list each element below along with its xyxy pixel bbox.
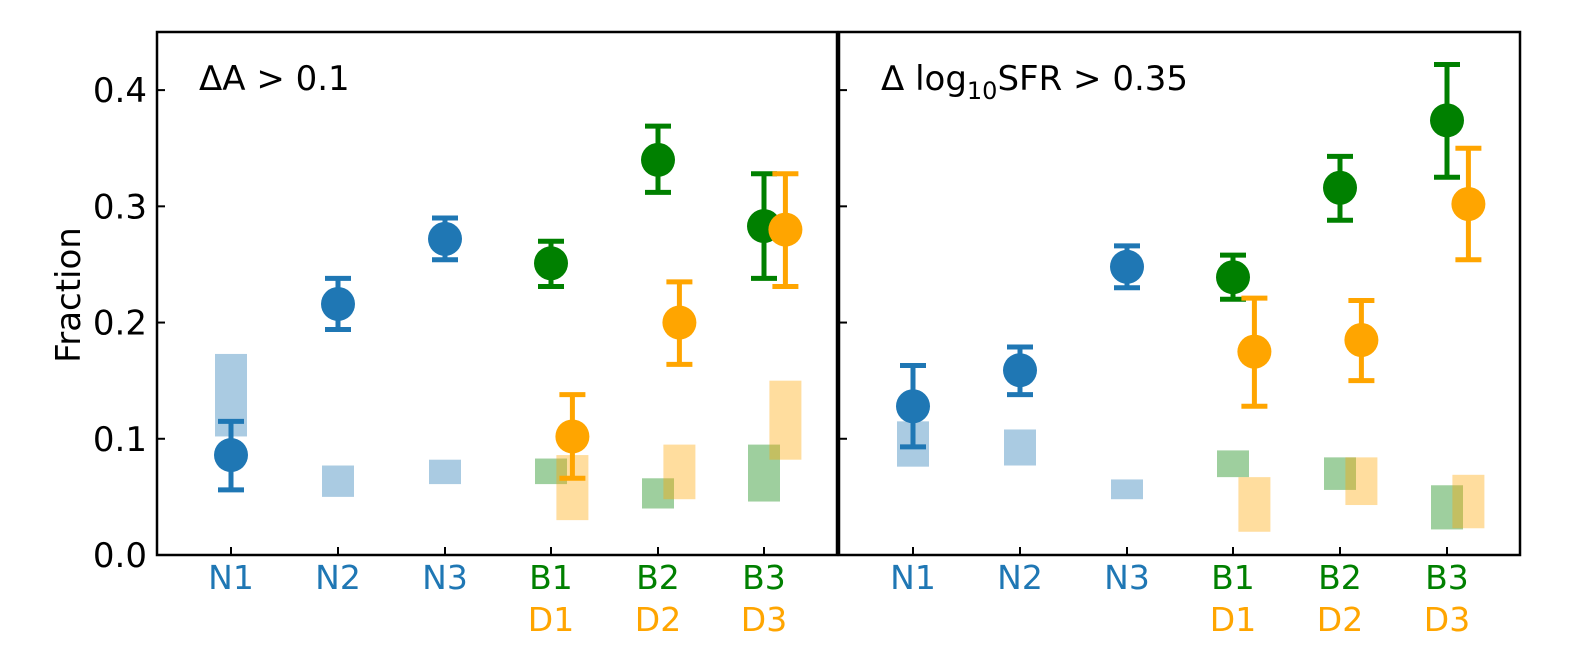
- band-p2-b-5: [1324, 457, 1356, 490]
- category-label-p2-b2: B2: [1318, 558, 1362, 597]
- category-label-p2-b3: B3: [1425, 558, 1469, 597]
- band-p1-d-6: [769, 380, 802, 460]
- point-p1-d-4: [555, 419, 590, 454]
- category-label-p2-d2: D2: [1317, 600, 1363, 639]
- category-label-p1-b2: B2: [636, 558, 680, 597]
- category-label-p1-d2: D2: [635, 600, 681, 639]
- category-label-p1-b1: B1: [529, 558, 573, 597]
- band-p1-n-3: [429, 459, 461, 485]
- category-label-p1-n1: N1: [208, 558, 254, 597]
- point-p2-b-4: [1216, 260, 1250, 295]
- band-p1-n-2: [322, 465, 354, 497]
- point-p2-d-5: [1344, 322, 1379, 357]
- band-p2-d-4: [1238, 477, 1271, 532]
- point-p1-b-5: [641, 142, 675, 177]
- y-tick-label-4: 0.4: [93, 71, 147, 111]
- point-p1-d-6: [768, 212, 803, 247]
- point-p2-b-6: [1430, 103, 1464, 138]
- y-axis-title: Fraction: [49, 227, 89, 363]
- point-p1-d-5: [662, 305, 697, 340]
- axes: [155, 30, 1522, 557]
- band-p1-b-6: [748, 444, 780, 502]
- point-p1-n-3: [428, 221, 462, 256]
- labels: Fraction 0.00.10.20.30.4N1 N2 N3 B1D1B2D2B3…: [49, 59, 1470, 639]
- category-label-p2-b1: B1: [1211, 558, 1255, 597]
- category-label-p1-d3: D3: [741, 600, 787, 639]
- category-label-p2-n3: N3: [1104, 558, 1150, 597]
- category-label-p2-d1: D1: [1210, 600, 1256, 639]
- point-p1-b-4: [534, 246, 568, 281]
- band-p1-b-5: [642, 478, 674, 509]
- panel-1-frame: [155, 30, 839, 557]
- band-p1-d-5: [663, 444, 696, 500]
- y-tick-label-0: 0.0: [93, 536, 147, 576]
- category-label-p1-n3: N3: [422, 558, 468, 597]
- point-p2-b-5: [1323, 170, 1357, 205]
- panel-2-annotation: Δ log10SFR > 0.35: [881, 59, 1188, 105]
- uncertainty-bands: [215, 353, 1485, 532]
- point-p2-d-4: [1237, 334, 1272, 369]
- y-tick-label-2: 0.2: [93, 304, 147, 344]
- category-label-p1-n2: N2: [315, 558, 361, 597]
- band-p2-b-6: [1431, 485, 1463, 530]
- band-p2-n-3: [1111, 479, 1143, 500]
- point-p2-n-3: [1110, 249, 1144, 284]
- point-p2-n-1: [896, 389, 930, 424]
- band-p2-d-6: [1452, 474, 1485, 529]
- category-label-p2-d3: D3: [1424, 600, 1470, 639]
- band-p2-b-4: [1217, 450, 1249, 478]
- data-points: [214, 62, 1486, 493]
- point-p1-n-2: [321, 286, 355, 321]
- y-tick-label-1: 0.1: [93, 420, 147, 460]
- category-label-p1-b3: B3: [742, 558, 786, 597]
- y-tick-label-3: 0.3: [93, 187, 147, 227]
- category-label-p2-n1: N1: [890, 558, 936, 597]
- panel-1-annotation: ΔA > 0.1: [199, 59, 350, 99]
- category-label-p2-n2: N2: [997, 558, 1043, 597]
- band-p2-d-5: [1345, 457, 1378, 506]
- band-p2-n-2: [1004, 429, 1036, 466]
- point-p2-n-2: [1003, 353, 1037, 388]
- point-p1-n-1: [214, 438, 248, 473]
- category-label-p1-d1: D1: [528, 600, 574, 639]
- point-p2-d-6: [1451, 187, 1486, 222]
- panel-2-frame: [837, 30, 1522, 557]
